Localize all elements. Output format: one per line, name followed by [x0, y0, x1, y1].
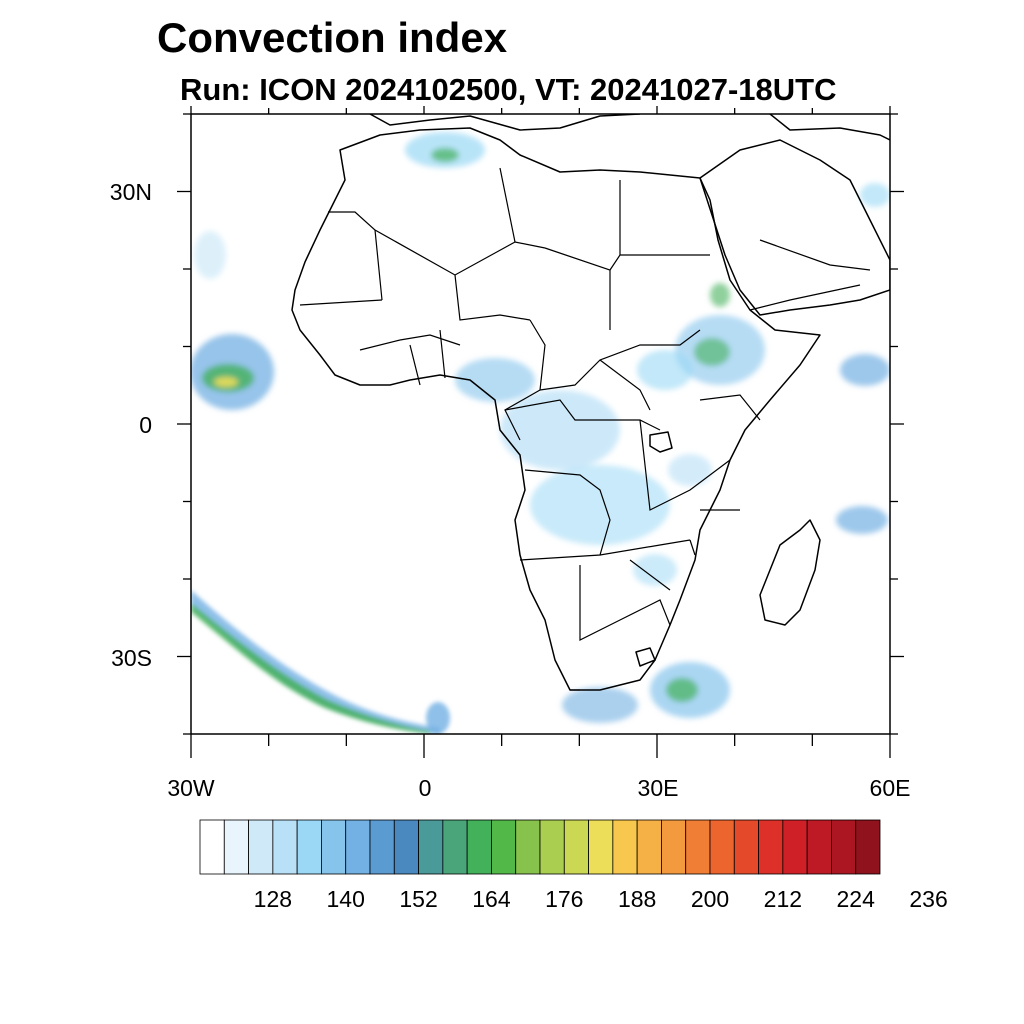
colorbar-label: 188 — [617, 886, 657, 912]
shade-cape — [562, 687, 638, 723]
country-borders — [299, 167, 871, 691]
colorbar-swatch — [248, 819, 274, 875]
x-label-30w: 30W — [167, 775, 215, 801]
x-label-30e: 30E — [637, 775, 679, 801]
colorbar-swatch — [272, 819, 298, 875]
colorbar — [199, 819, 881, 875]
shade-indian-ocean — [840, 354, 890, 386]
shade-med-core — [431, 148, 459, 162]
colorbar-swatch — [418, 819, 444, 875]
colorbar-swatch — [296, 819, 322, 875]
shade-ethiopia-core — [694, 338, 730, 366]
shade-atlantic-west-peak — [214, 377, 238, 387]
turkey-coast — [769, 114, 890, 141]
shade-arabia-north — [860, 183, 890, 207]
colorbar-swatch — [733, 819, 759, 875]
colorbar-swatch — [539, 819, 565, 875]
shade-madagascar-east — [836, 506, 888, 534]
colorbar-swatch — [709, 819, 735, 875]
map-area — [191, 114, 890, 734]
y-label-30n: 30N — [109, 179, 152, 205]
front-band-outer — [191, 590, 440, 734]
colorbar-swatch — [345, 819, 371, 875]
shade-south-africa-core — [666, 678, 698, 702]
colorbar-swatch — [588, 819, 614, 875]
madagascar — [759, 519, 821, 626]
colorbar-label: 140 — [326, 886, 365, 912]
shade-gulf-guinea — [455, 358, 535, 402]
europe-coast — [369, 114, 641, 131]
colorbar-swatch — [806, 819, 832, 875]
x-label-0: 0 — [418, 775, 432, 801]
coastlines — [291, 114, 890, 691]
colorbar-swatch — [636, 819, 662, 875]
shade-kenya — [668, 454, 712, 486]
arabia-outline — [699, 139, 890, 316]
colorbar-label: 236 — [909, 886, 948, 912]
colorbar-swatch — [612, 819, 638, 875]
colorbar-swatch — [782, 819, 808, 875]
colorbar-swatch — [563, 819, 589, 875]
colorbar-swatch — [855, 819, 881, 875]
africa-outline — [291, 127, 821, 691]
shade-red-sea — [710, 283, 730, 307]
colorbar-swatch — [223, 819, 249, 875]
colorbar-swatch — [199, 819, 225, 875]
colorbar-swatch — [369, 819, 395, 875]
colorbar-label: 164 — [472, 886, 511, 912]
colorbar-swatch — [491, 819, 517, 875]
lake-victoria — [649, 431, 673, 453]
colorbar-swatch — [758, 819, 784, 875]
lesotho — [635, 647, 656, 667]
shade-angola — [530, 465, 670, 545]
colorbar-label: 128 — [253, 886, 293, 912]
colorbar-label: 176 — [545, 886, 584, 912]
shade-sahel-east — [637, 350, 693, 390]
colorbar-swatch — [685, 819, 711, 875]
y-label-0: 0 — [139, 412, 152, 438]
shade-zimbabwe — [633, 554, 677, 586]
colorbar-swatch — [466, 819, 492, 875]
shade-congo — [500, 390, 620, 470]
colorbar-swatch — [831, 819, 857, 875]
colorbar-swatch — [393, 819, 419, 875]
colorbar-swatch — [515, 819, 541, 875]
colorbar-label: 152 — [399, 886, 438, 912]
chart-title: Convection index — [157, 14, 508, 61]
colorbar-swatch — [442, 819, 468, 875]
atlantic-front-band — [191, 590, 450, 734]
colorbar-swatch — [321, 819, 347, 875]
colorbar-label: 224 — [836, 886, 875, 912]
convection-shading — [191, 132, 890, 723]
x-label-60e: 60E — [869, 775, 911, 801]
colorbar-swatch — [661, 819, 687, 875]
chart-subtitle: Run: ICON 2024102500, VT: 20241027-18UTC — [180, 72, 837, 107]
front-band-blob — [426, 702, 450, 734]
colorbar-label: 212 — [763, 886, 803, 912]
axis-ticks — [177, 106, 904, 758]
shade-west-atlantic-north — [194, 231, 226, 279]
y-label-30s: 30S — [111, 645, 152, 671]
colorbar-label: 200 — [690, 886, 730, 912]
